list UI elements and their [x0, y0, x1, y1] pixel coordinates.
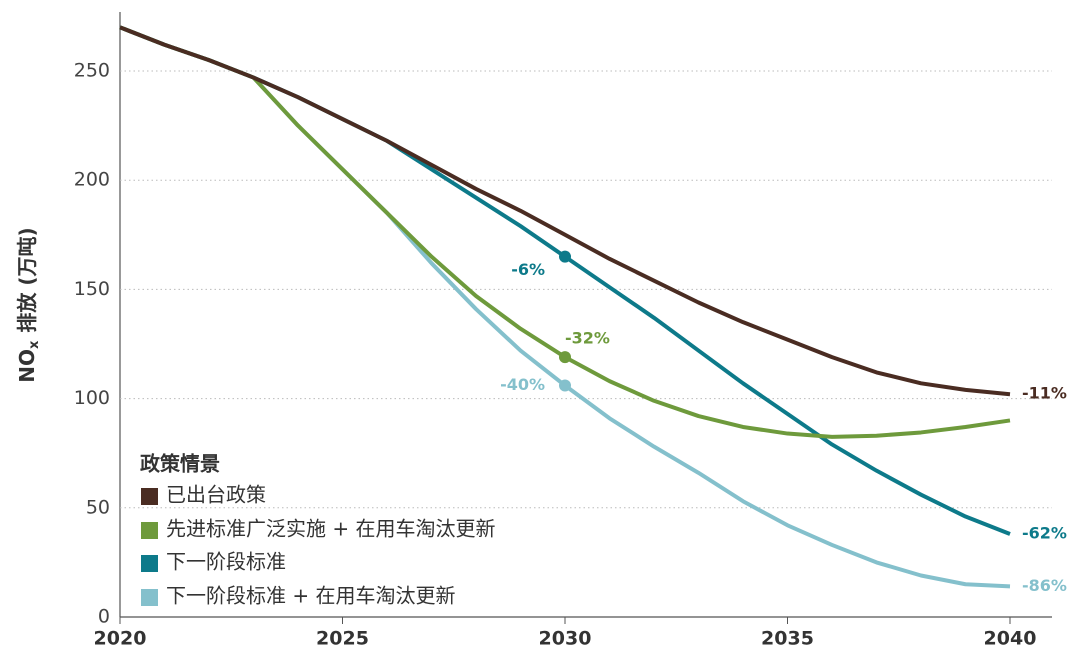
x-tick-label: 2035: [761, 628, 814, 650]
y-tick-label: 250: [74, 60, 110, 82]
y-label-sub: x: [27, 340, 42, 349]
y-axis-label: NOx 排放 (万吨): [15, 227, 42, 382]
annotation: -32%: [565, 329, 610, 348]
legend-title: 政策情景: [140, 452, 220, 476]
annotation: -86%: [1022, 576, 1067, 595]
point-marker: [559, 250, 571, 263]
legend-swatch: [141, 488, 158, 505]
y-tick-label: 200: [74, 169, 110, 191]
x-tick-label: 2040: [984, 628, 1037, 650]
y-tick-label: 0: [98, 606, 110, 628]
annotation: -11%: [1022, 384, 1067, 403]
legend-swatch: [141, 522, 158, 539]
x-tick-label: 2020: [94, 628, 147, 650]
annotation: -62%: [1022, 524, 1067, 543]
x-tick-label: 2030: [539, 628, 592, 650]
y-tick-label: 50: [86, 496, 110, 518]
legend-swatch: [141, 589, 158, 606]
line: [119, 25, 1011, 397]
point-marker: [559, 351, 571, 364]
legend-label: 已出台政策: [166, 483, 266, 507]
y-label-main: NO: [15, 349, 39, 383]
x-tick-label: 2025: [316, 628, 369, 650]
legend-label: 下一阶段标准 + 在用车淘汰更新: [166, 584, 455, 608]
line: [119, 25, 1011, 439]
y-tick-label: 100: [74, 387, 110, 409]
legend-label: 下一阶段标准: [166, 550, 286, 574]
annotation: -6%: [511, 260, 545, 279]
annotation: -40%: [500, 375, 545, 394]
point-marker: [559, 379, 571, 392]
y-label-rest: 排放 (万吨): [15, 227, 39, 332]
y-tick-label: 150: [74, 278, 110, 300]
line: [119, 25, 1011, 536]
legend-label: 先进标准广泛实施 + 在用车淘汰更新: [166, 517, 495, 541]
legend-swatch: [141, 555, 158, 572]
